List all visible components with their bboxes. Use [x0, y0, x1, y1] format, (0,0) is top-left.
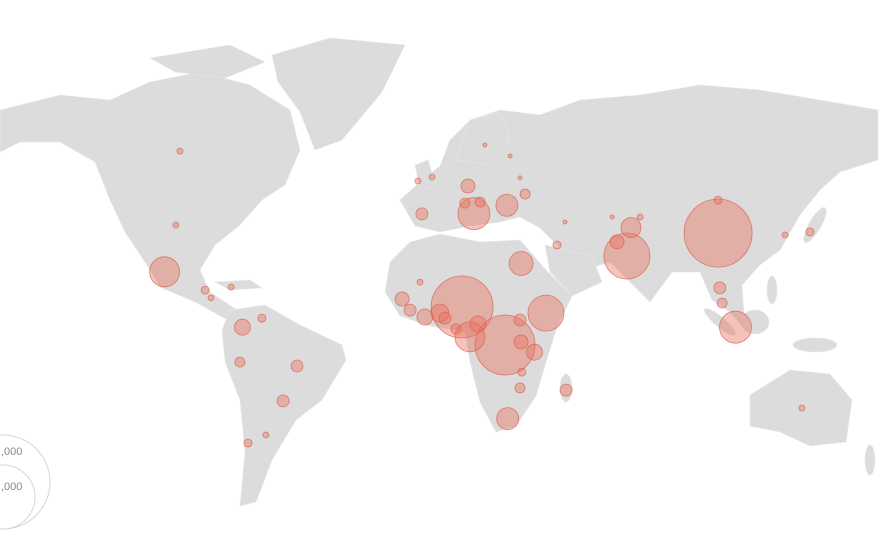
- data-bubble[interactable]: [403, 303, 417, 317]
- data-bubble[interactable]: [507, 153, 513, 159]
- data-bubble[interactable]: [562, 219, 568, 225]
- data-bubble[interactable]: [149, 256, 181, 288]
- data-bubble[interactable]: [517, 175, 523, 181]
- eurasia: [399, 84, 879, 331]
- legend-label-large: ,000: [1, 446, 22, 458]
- philippines: [766, 275, 778, 305]
- south-america: [221, 304, 347, 507]
- data-bubble[interactable]: [805, 227, 815, 237]
- north-america: [0, 71, 301, 321]
- data-bubble[interactable]: [683, 198, 753, 268]
- new-guinea: [792, 337, 838, 353]
- caribbean: [213, 279, 263, 291]
- data-bubble[interactable]: [526, 343, 543, 361]
- data-bubble[interactable]: [781, 231, 789, 239]
- data-bubble[interactable]: [603, 232, 651, 280]
- size-legend: ,000 ,000: [0, 434, 51, 530]
- arabia: [544, 244, 603, 297]
- data-bubble[interactable]: [200, 285, 210, 295]
- data-bubble[interactable]: [713, 281, 727, 295]
- data-bubble[interactable]: [609, 214, 615, 220]
- data-bubble[interactable]: [517, 367, 527, 377]
- data-bubble[interactable]: [519, 188, 531, 200]
- data-bubble[interactable]: [415, 207, 429, 221]
- land-layer: [0, 37, 879, 507]
- data-bubble[interactable]: [457, 197, 491, 231]
- greenland: [271, 37, 406, 151]
- japan: [803, 207, 827, 243]
- legend-circle-small: [0, 464, 36, 530]
- data-bubble[interactable]: [450, 323, 462, 335]
- data-bubble[interactable]: [276, 394, 290, 408]
- data-bubble[interactable]: [172, 221, 180, 229]
- data-bubble[interactable]: [290, 359, 304, 373]
- data-bubble[interactable]: [414, 177, 422, 185]
- data-bubble[interactable]: [474, 314, 536, 376]
- borneo: [740, 309, 770, 335]
- data-bubble[interactable]: [207, 294, 215, 302]
- data-bubble[interactable]: [234, 356, 246, 368]
- data-bubble[interactable]: [227, 283, 235, 291]
- data-bubble[interactable]: [609, 234, 625, 250]
- data-bubble[interactable]: [459, 197, 471, 209]
- data-bubble[interactable]: [719, 310, 752, 344]
- data-bubble[interactable]: [257, 313, 267, 323]
- bubble-layer: [149, 142, 815, 448]
- data-bubble[interactable]: [636, 213, 644, 221]
- data-bubble[interactable]: [460, 178, 476, 194]
- arctic-islands: [149, 44, 266, 79]
- data-bubble[interactable]: [798, 404, 806, 412]
- data-bubble[interactable]: [394, 291, 410, 307]
- data-bubble[interactable]: [495, 193, 519, 217]
- data-bubble[interactable]: [262, 431, 270, 439]
- new-zealand: [864, 444, 876, 476]
- data-bubble[interactable]: [474, 196, 486, 208]
- data-bubble[interactable]: [233, 318, 251, 336]
- data-bubble[interactable]: [496, 407, 520, 431]
- australia: [749, 369, 853, 447]
- data-bubble[interactable]: [416, 308, 434, 326]
- data-bubble[interactable]: [438, 311, 452, 325]
- data-bubble[interactable]: [416, 278, 424, 286]
- data-bubble[interactable]: [513, 334, 529, 350]
- data-bubble[interactable]: [514, 382, 526, 394]
- scandinavia: [454, 111, 511, 166]
- data-bubble[interactable]: [620, 217, 642, 238]
- data-bubble[interactable]: [559, 383, 573, 397]
- data-bubble[interactable]: [513, 313, 527, 327]
- data-bubble[interactable]: [469, 315, 487, 333]
- data-bubble[interactable]: [716, 297, 728, 309]
- legend-label-small: ,000: [1, 481, 22, 493]
- data-bubble[interactable]: [176, 147, 184, 155]
- data-bubble[interactable]: [243, 438, 253, 448]
- data-bubble[interactable]: [527, 294, 565, 332]
- data-bubble[interactable]: [508, 251, 534, 276]
- data-bubble[interactable]: [430, 275, 494, 339]
- data-bubble[interactable]: [428, 173, 436, 181]
- data-bubble[interactable]: [713, 195, 723, 205]
- data-bubble[interactable]: [552, 240, 562, 250]
- data-bubble[interactable]: [482, 142, 488, 148]
